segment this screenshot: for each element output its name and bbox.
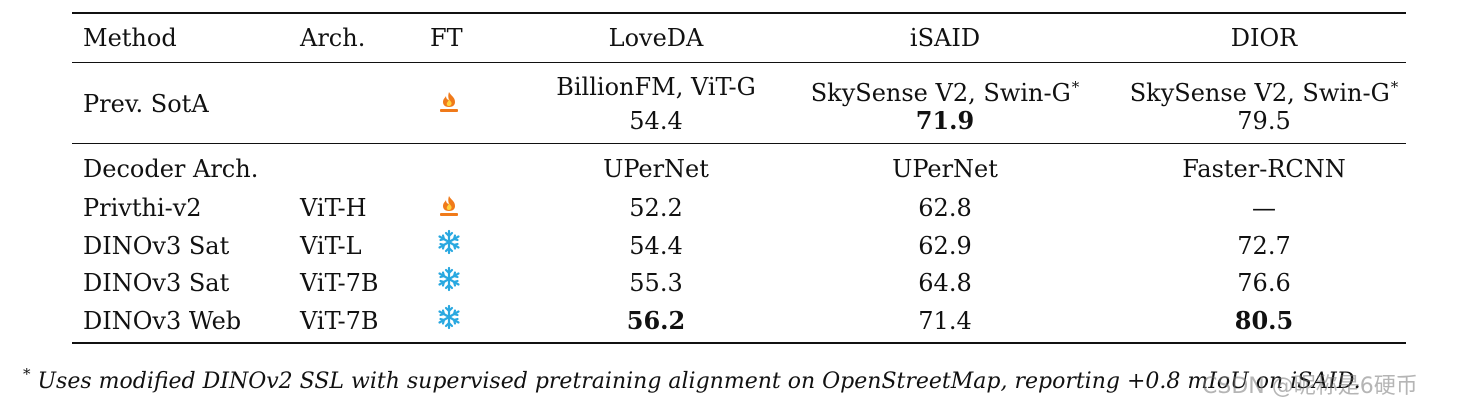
header-method: Method <box>83 24 177 52</box>
table-row-arch: ViT-7B <box>300 269 379 297</box>
table-row-loveda: 52.2 <box>629 194 683 222</box>
watermark: CSDN @昵称是6硬币 <box>1202 374 1418 399</box>
table-row-dior: 76.6 <box>1237 269 1291 297</box>
table-row-isaid: 71.4 <box>918 307 972 335</box>
footnote-marker: * <box>1390 78 1399 96</box>
table-row-loveda: 55.3 <box>629 269 683 297</box>
table-row-isaid: 62.8 <box>918 194 972 222</box>
table-row-method: DINOv3 Web <box>83 307 242 335</box>
fire-icon <box>436 193 462 219</box>
decoder-loveda: UPerNet <box>603 155 709 183</box>
snowflake-icon <box>436 304 462 330</box>
table-row-arch: ViT-7B <box>300 307 379 335</box>
decoder-dior: Faster-RCNN <box>1182 155 1346 183</box>
header-loveda: LoveDA <box>608 24 704 52</box>
bottom-rule <box>72 342 1406 344</box>
header-arch: Arch. <box>300 24 366 52</box>
decoder-isaid: UPerNet <box>892 155 998 183</box>
fire-icon <box>436 89 462 115</box>
table-row-dior: 80.5 <box>1234 306 1294 335</box>
footnote-marker: * <box>1071 78 1080 96</box>
footnote-text: Uses modified DINOv2 SSL with supervised… <box>37 369 1361 394</box>
table-row-isaid: 64.8 <box>918 269 972 297</box>
table-row-loveda: 54.4 <box>629 232 683 260</box>
footnote-marker: * <box>23 365 31 383</box>
section-rule <box>72 143 1406 145</box>
footnote: * Uses modified DINOv2 SSL with supervis… <box>22 360 1361 396</box>
prev-sota-isaid-value: 71.9 <box>915 106 975 135</box>
prev-sota-isaid-model: SkySense V2, Swin-G* <box>810 78 1080 107</box>
prev-sota-dior-value: 79.5 <box>1237 107 1291 135</box>
table-row-method: DINOv3 Sat <box>83 232 230 260</box>
header-isaid: iSAID <box>909 24 981 52</box>
decoder-label: Decoder Arch. <box>83 155 259 183</box>
table-row-method: DINOv3 Sat <box>83 269 230 297</box>
snowflake-icon <box>436 266 462 292</box>
table-row-loveda: 56.2 <box>626 306 686 335</box>
prev-sota-loveda-value: 54.4 <box>629 107 683 135</box>
header-dior: DIOR <box>1230 24 1298 52</box>
table-row-arch: ViT-L <box>300 232 362 260</box>
table-row-method: Privthi-v2 <box>83 194 202 222</box>
table-row-arch: ViT-H <box>300 194 367 222</box>
snowflake-icon <box>436 229 462 255</box>
prev-sota-loveda-model: BillionFM, ViT-G <box>556 73 756 101</box>
table-row-dior: — <box>1252 194 1276 222</box>
prev-sota-label: Prev. SotA <box>83 90 209 118</box>
table-row-dior: 72.7 <box>1237 232 1291 260</box>
top-rule <box>72 12 1406 14</box>
prev-sota-dior-model: SkySense V2, Swin-G* <box>1129 78 1399 107</box>
header-rule <box>72 62 1406 64</box>
table-row-isaid: 62.9 <box>918 232 972 260</box>
header-ft: FT <box>430 24 463 52</box>
